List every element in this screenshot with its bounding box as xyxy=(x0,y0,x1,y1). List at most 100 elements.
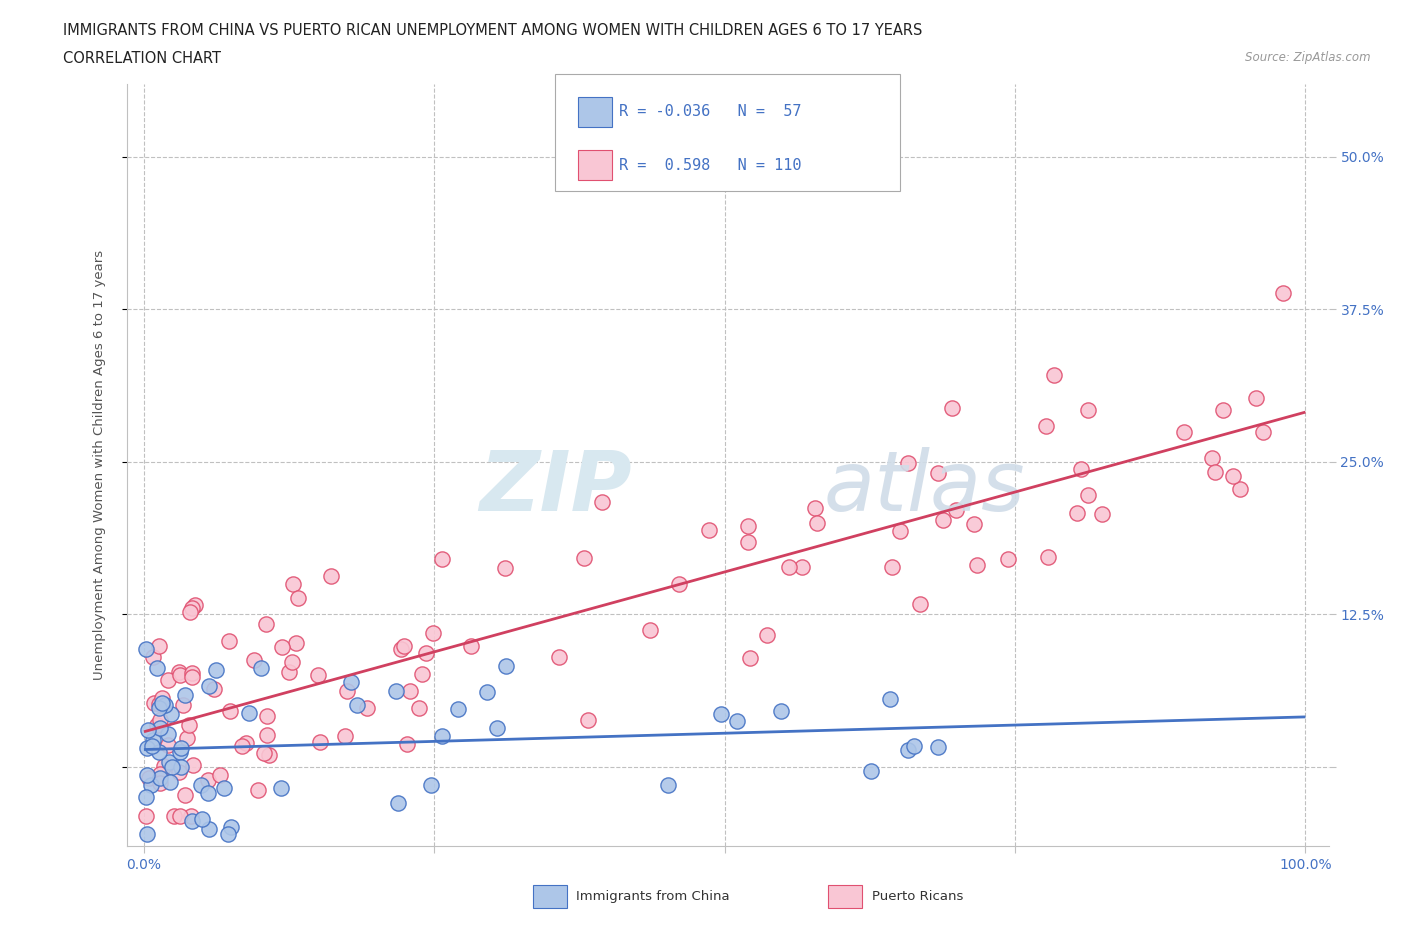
Point xyxy=(860,764,883,778)
Text: CORRELATION CHART: CORRELATION CHART xyxy=(63,51,221,66)
Point xyxy=(153,698,176,712)
Point xyxy=(966,557,988,572)
Point xyxy=(204,682,226,697)
Point xyxy=(180,666,202,681)
Point xyxy=(1091,507,1114,522)
Point xyxy=(897,742,920,757)
Point xyxy=(160,760,183,775)
Point xyxy=(446,701,468,716)
Point xyxy=(197,772,219,787)
Point xyxy=(880,560,903,575)
Point xyxy=(1201,450,1223,465)
Point xyxy=(214,780,236,795)
Point xyxy=(169,668,191,683)
Point xyxy=(221,820,243,835)
Point xyxy=(149,776,172,790)
Point xyxy=(277,665,299,680)
Point xyxy=(174,788,197,803)
Point xyxy=(336,684,359,698)
Y-axis label: Unemployment Among Women with Children Ages 6 to 17 years: Unemployment Among Women with Children A… xyxy=(93,250,105,680)
Point xyxy=(157,737,180,752)
Point xyxy=(145,660,167,675)
Point xyxy=(432,728,454,743)
Point xyxy=(769,703,792,718)
Point xyxy=(146,718,169,733)
Point xyxy=(197,785,219,800)
Point xyxy=(135,808,157,823)
Point xyxy=(1043,367,1066,382)
Text: ZIP: ZIP xyxy=(479,447,631,528)
Point xyxy=(657,777,679,792)
Point xyxy=(156,726,179,741)
Point xyxy=(941,400,963,415)
Point xyxy=(333,728,356,743)
Point xyxy=(197,678,219,693)
Point xyxy=(927,739,949,754)
Point xyxy=(699,523,721,538)
Point xyxy=(1271,286,1294,300)
Point xyxy=(422,626,444,641)
Point xyxy=(1066,506,1088,521)
Point xyxy=(217,827,239,842)
Point xyxy=(668,577,690,591)
Point xyxy=(198,822,221,837)
Point xyxy=(572,550,595,565)
Text: Source: ZipAtlas.com: Source: ZipAtlas.com xyxy=(1246,51,1371,64)
Point xyxy=(179,604,201,619)
Point xyxy=(148,639,170,654)
Point xyxy=(778,560,800,575)
Point xyxy=(307,668,329,683)
Point xyxy=(163,808,186,823)
Point xyxy=(136,741,159,756)
Point xyxy=(254,617,277,631)
Point xyxy=(152,759,174,774)
Point xyxy=(889,524,911,538)
Point xyxy=(169,741,191,756)
Point xyxy=(740,650,762,665)
Point xyxy=(903,739,925,754)
Point xyxy=(879,691,901,706)
Point xyxy=(167,764,190,779)
Point xyxy=(159,754,181,769)
Point xyxy=(149,712,172,727)
Point xyxy=(246,783,269,798)
Point xyxy=(136,768,159,783)
Point xyxy=(191,811,214,826)
Point xyxy=(280,655,302,670)
Point xyxy=(756,627,779,642)
Point xyxy=(486,721,509,736)
Point xyxy=(148,697,170,711)
Point xyxy=(576,712,599,727)
Point xyxy=(150,696,173,711)
Point xyxy=(1229,482,1251,497)
Point xyxy=(169,808,191,823)
Point xyxy=(1035,418,1057,433)
Point xyxy=(135,642,157,657)
Point xyxy=(271,640,294,655)
Text: R = -0.036   N =  57: R = -0.036 N = 57 xyxy=(619,104,801,119)
Point xyxy=(927,466,949,481)
Point xyxy=(181,758,204,773)
Point xyxy=(181,601,204,616)
Point xyxy=(218,634,240,649)
Point xyxy=(231,738,253,753)
Point xyxy=(408,700,430,715)
Point xyxy=(319,569,342,584)
Point xyxy=(1038,549,1060,564)
Point xyxy=(209,767,232,782)
Point xyxy=(399,684,422,698)
Point xyxy=(725,713,748,728)
Point xyxy=(710,707,733,722)
Point xyxy=(997,551,1019,566)
Point xyxy=(149,720,172,735)
Point xyxy=(135,827,157,842)
Point xyxy=(340,674,363,689)
Point xyxy=(420,777,443,792)
Text: R =  0.598   N = 110: R = 0.598 N = 110 xyxy=(619,158,801,173)
Point xyxy=(1244,391,1267,405)
Point xyxy=(170,760,193,775)
Point xyxy=(180,813,202,828)
Point xyxy=(249,660,271,675)
Point xyxy=(139,778,162,793)
Point xyxy=(411,667,433,682)
